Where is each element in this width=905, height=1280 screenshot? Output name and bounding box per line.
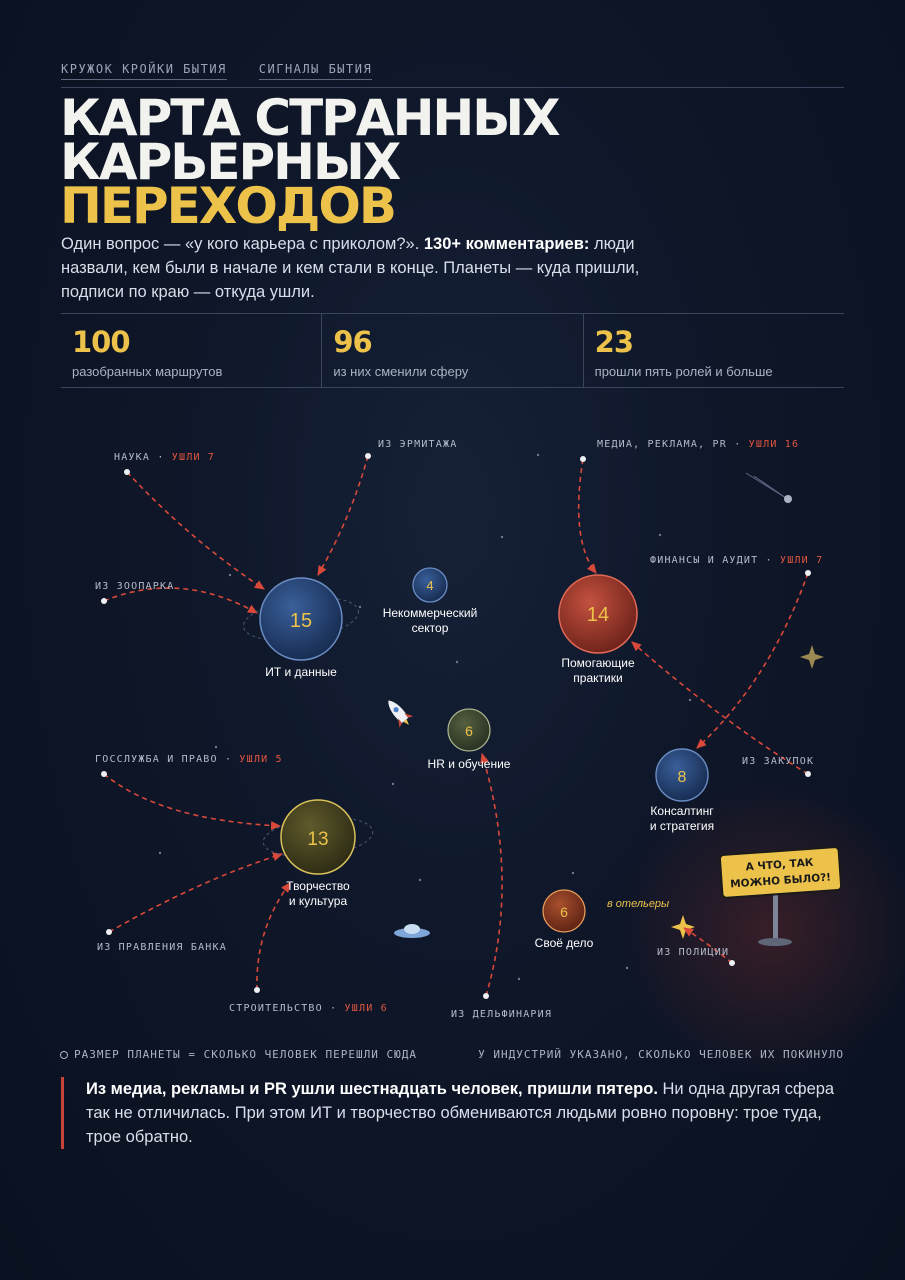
note-text: Ни одна другая сфера так не отличилась. … [86,1080,835,1146]
link-kruzhok[interactable]: КРУЖОК КРОЙКИ БЫТИЯ [61,62,227,80]
title-line-1: КАРТА СТРАННЫХ [60,89,561,147]
planet-consulting: 8 Консалтинг и стратегия [650,748,714,833]
source-finance: ФИНАНСЫ И АУДИТ · УШЛИ 7 [650,555,823,566]
source-construction: СТРОИТЕЛЬСТВО · УШЛИ 6 [229,1003,388,1014]
top-links: КРУЖОК КРОЙКИ БЫТИЯ СИГНАЛЫ БЫТИЯ [61,62,373,80]
stat-five-roles: 23 прошли пять ролей и больше [584,314,844,387]
planet-label: сектор [412,621,449,635]
legend-left-count: У ИНДУСТРИЙ УКАЗАНО, СКОЛЬКО ЧЕЛОВЕК ИХ … [478,1048,844,1061]
arrow-science-it [126,471,265,590]
page-title: КАРТА СТРАННЫХ КАРЬЕРНЫХ ПЕРЕХОДОВ [60,89,561,235]
arrow-police-hotel [683,927,733,964]
arrow-dolphinarium-hr [480,752,503,997]
sparkle-icon [671,915,695,939]
planet-count: 15 [290,610,312,632]
source-gov: ГОССЛУЖБА И ПРАВО · УШЛИ 5 [95,754,283,765]
link-signaly[interactable]: СИГНАЛЫ БЫТИЯ [258,62,373,80]
stat-value: 100 [72,325,131,359]
planet-help-practices: 14 Помогающие практики [558,574,638,685]
planet-label: Творчество [286,879,350,893]
note-bold: Из медиа, рекламы и PR ушли шестнадцать … [86,1080,658,1098]
stat-label: прошли пять ролей и больше [594,364,773,379]
stat-value: 23 [594,325,634,359]
sign-line-1: А ЧТО, ТАК [745,857,814,874]
legend-size-text: РАЗМЕР ПЛАНЕТЫ = СКОЛЬКО ЧЕЛОВЕК ПЕРЕШЛИ… [74,1048,418,1061]
planet-count: 6 [465,723,473,739]
intro-part-2: люди назвали, кем были в начале и кем ст… [61,235,640,301]
source-hermitage: ИЗ ЭРМИТАЖА [378,439,457,450]
hotel-annotation: в отельеры [607,898,669,910]
arrow-procurement-help [631,641,809,775]
sign-line-2: МОЖНО БЫЛО?! [730,871,832,890]
road-sign: А ЧТО, ТАК МОЖНО БЫЛО?! [718,846,843,946]
arrow-bank-art [108,852,284,933]
source-police: ИЗ ПОЛИЦИИ [657,947,729,958]
planet-label: практики [573,671,622,685]
planet-label: Консалтинг [650,804,714,818]
stat-label: разобранных маршрутов [72,364,223,379]
rocket-icon [388,700,414,728]
header-divider [61,87,844,88]
comet [745,472,792,503]
planet-count: 8 [678,769,687,786]
title-line-2: КАРЬЕРНЫХ [60,133,401,191]
stat-changed-sphere: 96 из них сменили сферу [322,314,584,387]
planet-label: Своё дело [535,936,594,950]
source-bank: ИЗ ПРАВЛЕНИЯ БАНКА [97,942,227,953]
arrow-zoo-it [103,587,258,614]
arrow-media-help [577,458,597,574]
planet-hr: 6 HR и обучение [428,708,511,771]
planet-label: Некоммерческий [383,606,478,620]
planet-label: и стратегия [650,819,714,833]
source-dolphinarium: ИЗ ДЕЛЬФИНАРИЯ [451,1009,552,1020]
arrow-construction-art [256,882,291,991]
source-media: МЕДИА, РЕКЛАМА, PR · УШЛИ 16 [597,439,799,450]
ufo-icon [394,924,430,938]
title-line-3: ПЕРЕХОДОВ [60,177,397,235]
source-dots [101,453,811,999]
source-science: НАУКА · УШЛИ 7 [114,452,215,463]
intro-bold: 130+ комментариев: [423,235,590,253]
stat-label: из них сменили сферу [333,364,469,379]
sparkle-icon [800,645,824,669]
planet-count: 4 [426,578,433,593]
source-procurement: ИЗ ЗАКУПОК [742,756,814,767]
planet-count: 13 [307,829,328,850]
arrows [103,455,809,997]
planet-label: Помогающие [561,656,635,670]
stat-value: 96 [333,325,372,359]
circle-icon [60,1050,68,1059]
stat-routes: 100 разобранных маршрутов [61,314,323,387]
callout-note: Из медиа, рекламы и PR ушли шестнадцать … [61,1077,851,1149]
arrow-gov-art [103,773,282,831]
planet-nko: 4 Некоммерческий сектор [383,567,478,635]
planet-it: 15 ИТ и данные [242,577,360,679]
stats-row: 100 разобранных маршрутов 96 из них смен… [61,313,844,388]
planet-own-business: 6 Своё дело [535,889,594,950]
arrow-hermitage-it [317,455,369,576]
planet-label: ИТ и данные [265,665,337,679]
intro-part-1: Один вопрос — «у кого карьера с приколом… [61,235,424,253]
planet-count: 14 [587,604,609,626]
arrow-finance-consult [696,572,809,749]
legend-size: РАЗМЕР ПЛАНЕТЫ = СКОЛЬКО ЧЕЛОВЕК ПЕРЕШЛИ… [60,1048,417,1061]
planet-label: и культура [289,894,348,908]
source-zoo: ИЗ ЗООПАРКА [95,581,174,592]
planet-label: HR и обучение [428,757,511,771]
planet-count: 6 [560,904,568,920]
stars [158,453,692,981]
intro-text: Один вопрос — «у кого карьера с приколом… [61,232,661,304]
planet-art: 13 Творчество и культура [262,799,374,908]
glow-spot [620,780,905,1080]
